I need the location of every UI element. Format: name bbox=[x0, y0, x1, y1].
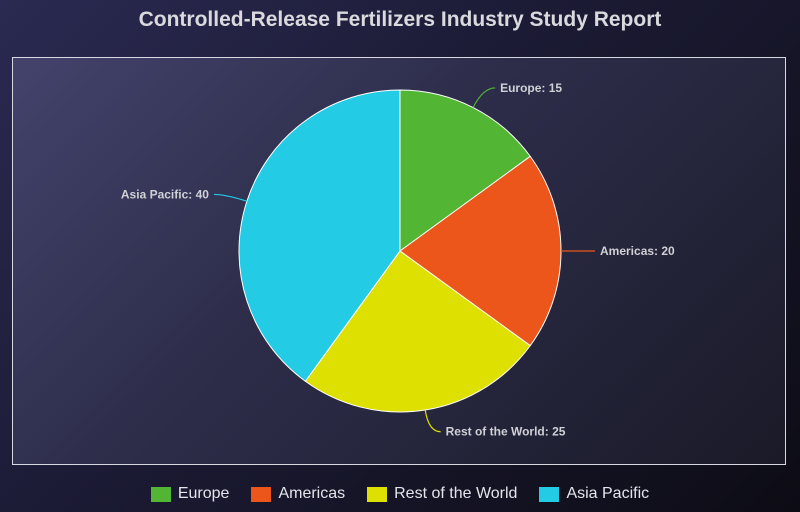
data-label-americas: Americas: 20 bbox=[600, 244, 675, 258]
pie-slice-europe[interactable] bbox=[399, 89, 531, 252]
pie-slice-americas[interactable] bbox=[399, 155, 562, 347]
data-label-europe: Europe: 15 bbox=[500, 81, 562, 95]
legend-label: Europe bbox=[177, 485, 230, 502]
chart-title: Controlled-Release Fertilizers Industry … bbox=[138, 8, 662, 31]
data-label-rest-of-the-world: Rest of the World: 25 bbox=[446, 425, 566, 439]
data-label-asia-pacific: Asia Pacific: 40 bbox=[121, 187, 209, 201]
legend-label: Rest of the World bbox=[394, 485, 518, 502]
legend-swatch bbox=[251, 486, 272, 502]
legend-swatch bbox=[150, 486, 171, 502]
legend-item-rest-of-the-world[interactable]: Rest of the World bbox=[367, 485, 517, 503]
legend-swatch bbox=[539, 486, 560, 502]
legend-swatch bbox=[367, 486, 388, 502]
pie-slice-rest-of-the-world[interactable] bbox=[304, 250, 531, 413]
legend-label: Asia Pacific bbox=[566, 485, 650, 502]
legend-item-asia-pacific[interactable]: Asia Pacific bbox=[539, 485, 649, 503]
connector-rest-of-the-world bbox=[424, 409, 441, 433]
legend-item-europe[interactable]: Europe bbox=[150, 485, 230, 503]
connector-asia-pacific bbox=[213, 193, 248, 202]
connector-europe bbox=[472, 87, 496, 108]
legend-label: Americas bbox=[278, 485, 346, 502]
legend-item-americas[interactable]: Americas bbox=[251, 485, 345, 503]
pie-slice-asia-pacific[interactable] bbox=[238, 89, 401, 382]
legend: Europe Americas Rest of the World Asia Paci… bbox=[0, 485, 800, 503]
